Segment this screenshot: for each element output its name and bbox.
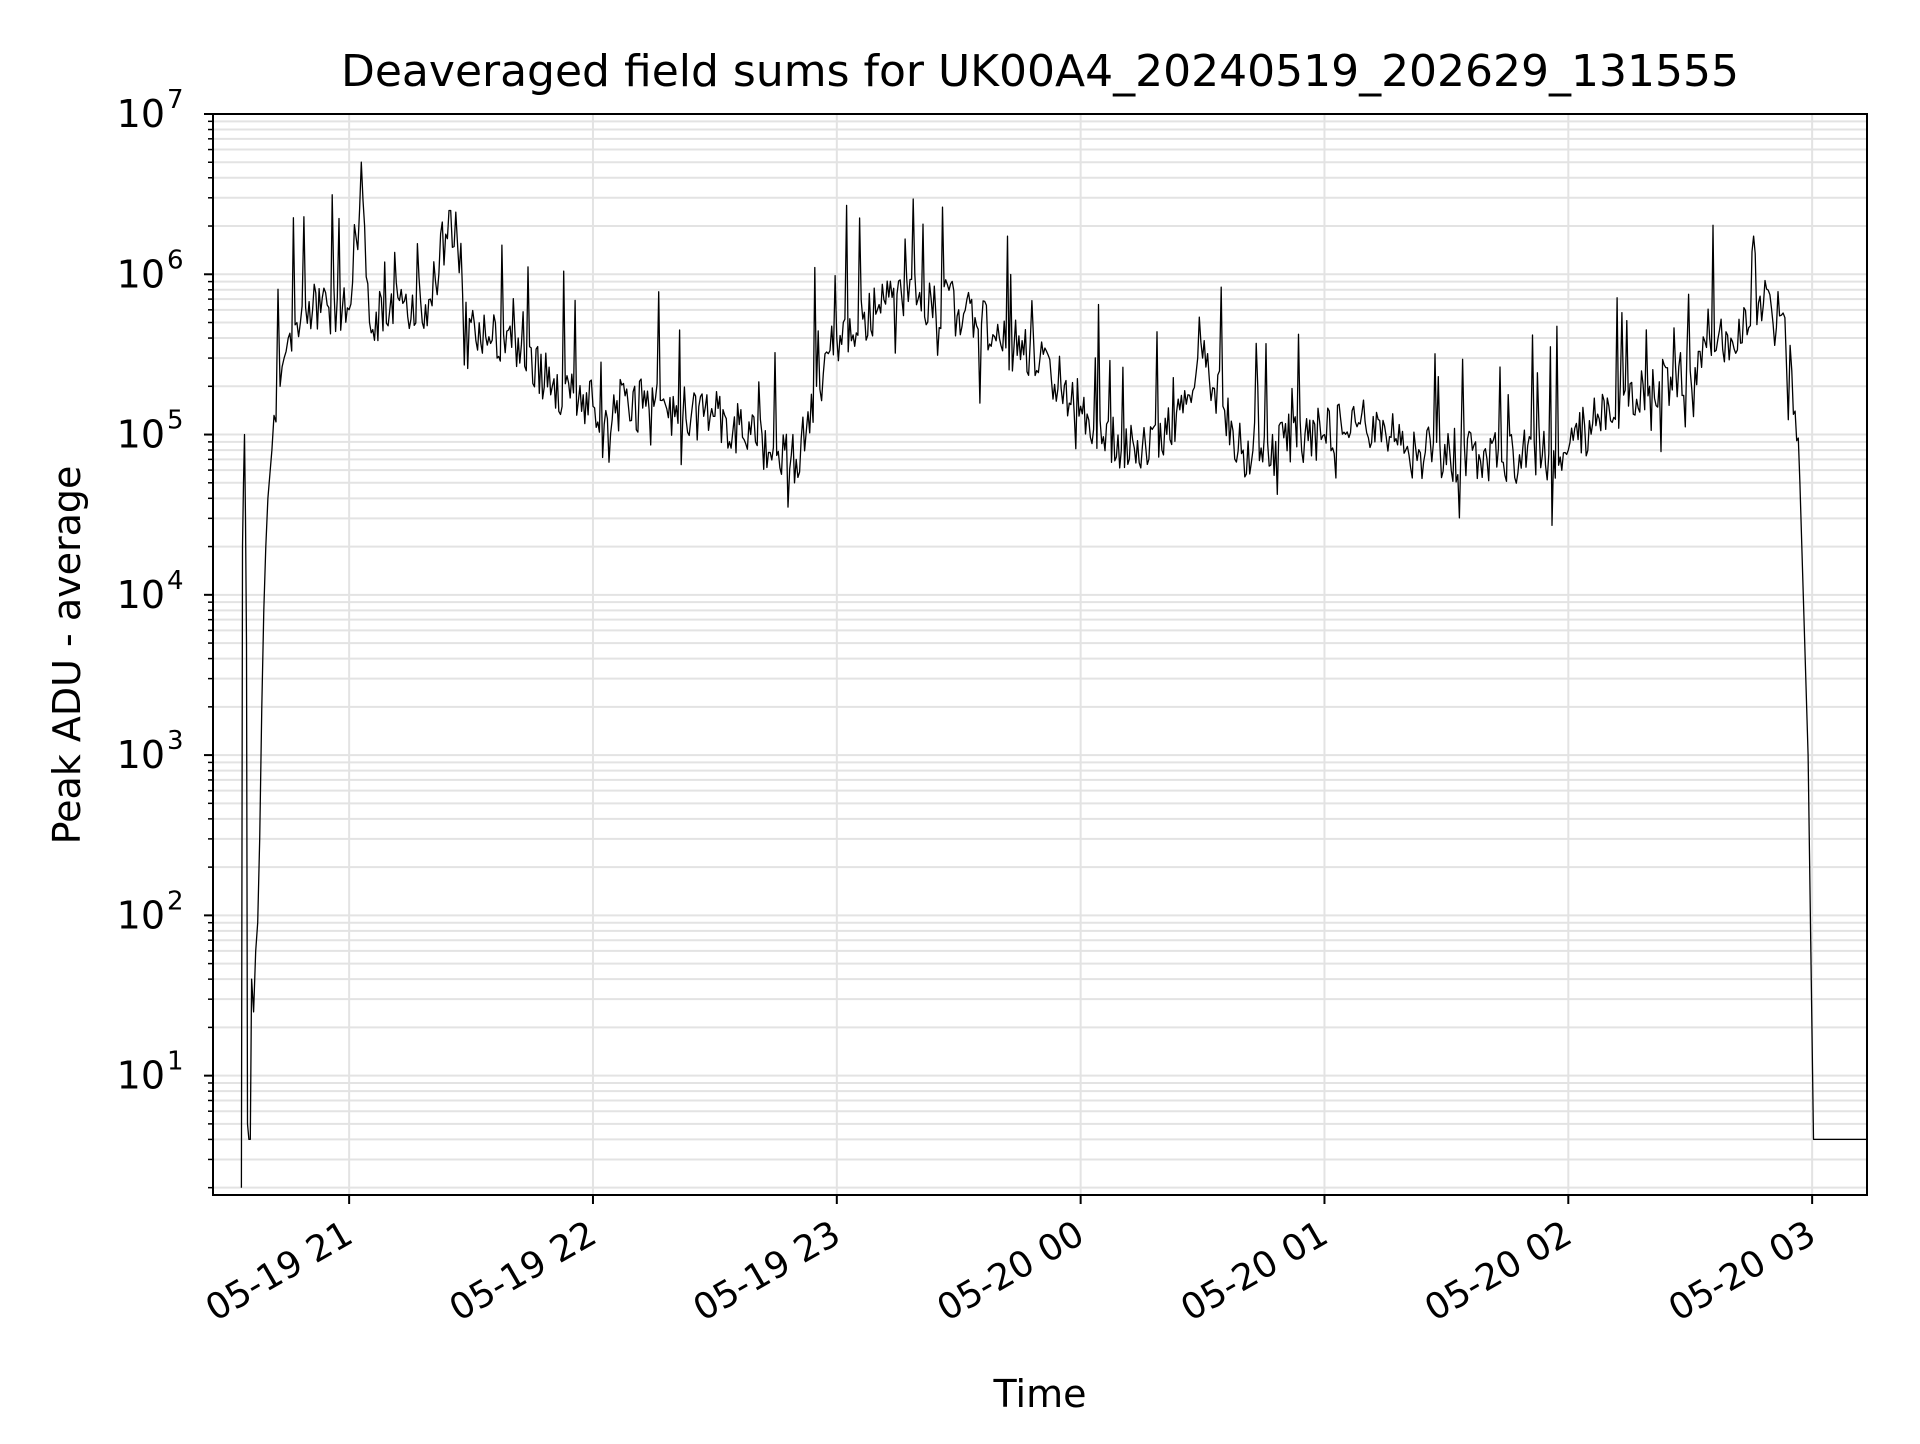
y-tick-label-exponent: 5 (167, 406, 184, 436)
series-line (240, 161, 1867, 1188)
y-tick-label-exponent: 2 (167, 886, 184, 916)
plot-frame (212, 113, 1868, 1196)
chart-title: Deaveraged field sums for UK00A4_2024051… (341, 46, 1739, 97)
y-tick-label: 10 (117, 1054, 165, 1098)
y-tick-label-exponent: 3 (167, 726, 184, 756)
y-tick-label-exponent: 7 (167, 85, 184, 115)
grid-major (213, 113, 1867, 1195)
y-tick-label: 10 (117, 573, 165, 617)
y-tick-label: 10 (117, 252, 165, 296)
y-axis-label: Peak ADU - average (45, 466, 89, 845)
series-layer (240, 161, 1867, 1188)
y-tick-label-exponent: 1 (167, 1047, 184, 1077)
y-tick-label: 10 (117, 893, 165, 937)
grid-minor (213, 120, 1867, 1189)
y-tick-label: 10 (117, 733, 165, 777)
y-tick-label-exponent: 4 (167, 566, 184, 596)
y-tick-label: 10 (117, 92, 165, 136)
x-axis-label: Time (993, 1372, 1087, 1416)
y-tick-label-exponent: 6 (167, 245, 184, 275)
y-tick-label: 10 (117, 413, 165, 457)
